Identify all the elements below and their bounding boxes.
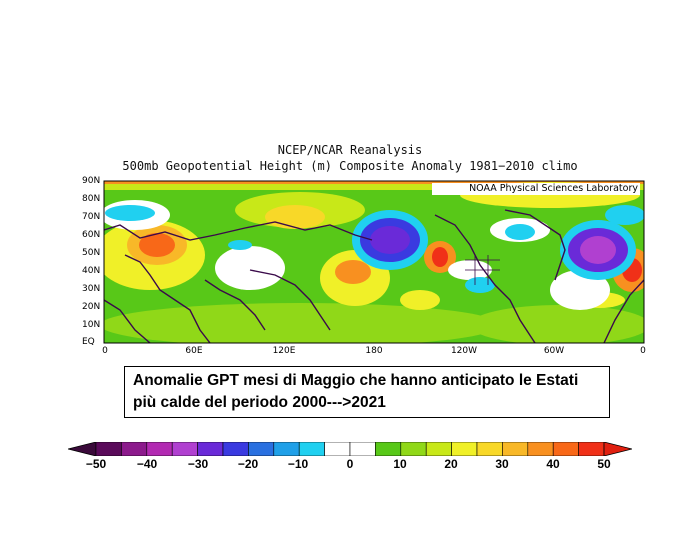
colorbar-label-10: 10 xyxy=(393,457,407,471)
colorbar-label-m30: −30 xyxy=(187,457,209,471)
lon-label-0-left: 0 xyxy=(102,346,108,356)
caption-line-1: Anomalie GPT mesi di Maggio che hanno an… xyxy=(133,372,579,389)
title-line-2: 500mb Geopotential Height (m) Composite … xyxy=(122,159,578,173)
credit-label: NOAA Physical Sciences Laboratory xyxy=(432,183,640,195)
lon-label-120e: 120E xyxy=(272,346,296,356)
caption-box: Anomalie GPT mesi di Maggio che hanno an… xyxy=(124,366,610,418)
colorbar-swatch xyxy=(298,442,325,456)
colorbar-swatch xyxy=(425,442,452,456)
caption-line-2: più calde del periodo 2000--->2021 xyxy=(133,394,386,411)
colorbar-swatch xyxy=(222,442,249,456)
lat-label-30n: 30N xyxy=(82,284,101,294)
anomaly-field xyxy=(104,181,644,343)
lon-label-0-right: 0 xyxy=(640,346,646,356)
colorbar-swatch xyxy=(349,442,376,456)
lat-label-40n: 40N xyxy=(82,266,101,276)
colorbar-label-40: 40 xyxy=(546,457,560,471)
lon-label-180: 180 xyxy=(365,346,383,356)
colorbar-swatch xyxy=(375,442,402,456)
colorbar-label-0: 0 xyxy=(346,457,354,471)
colorbar-arrow-left xyxy=(68,442,97,456)
colorbar-label-20: 20 xyxy=(444,457,458,471)
colorbar-swatch xyxy=(95,442,122,456)
colorbar-swatch xyxy=(324,442,351,456)
lat-label-80n: 80N xyxy=(82,194,101,204)
colorbar-label-m40: −40 xyxy=(136,457,158,471)
colorbar-swatch xyxy=(578,442,605,456)
colorbar-label-m50: −50 xyxy=(85,457,107,471)
lat-label-60n: 60N xyxy=(82,230,101,240)
colorbar-swatch xyxy=(502,442,529,456)
lon-label-120w: 120W xyxy=(450,346,478,356)
colorbar-label-m20: −20 xyxy=(237,457,259,471)
colorbar-label-m10: −10 xyxy=(287,457,309,471)
map-frame xyxy=(103,180,645,344)
colorbar-swatch xyxy=(476,442,503,456)
colorbar xyxy=(68,442,632,456)
colorbar-swatch xyxy=(171,442,198,456)
lon-label-60w: 60W xyxy=(543,346,565,356)
colorbar-swatch xyxy=(527,442,554,456)
colorbar-swatch xyxy=(121,442,148,456)
title-line-1: NCEP/NCAR Reanalysis xyxy=(277,143,423,157)
colorbar-swatch xyxy=(273,442,300,456)
lat-label-50n: 50N xyxy=(82,248,101,258)
colorbar-swatch xyxy=(197,442,224,456)
colorbar-swatch xyxy=(451,442,478,456)
lat-label-90n: 90N xyxy=(82,176,101,186)
lat-label-10n: 10N xyxy=(82,320,101,330)
colorbar-label-50: 50 xyxy=(597,457,611,471)
lat-label-eq: EQ xyxy=(82,337,95,347)
colorbar-arrow-right xyxy=(603,442,632,456)
colorbar-swatch xyxy=(552,442,579,456)
lat-label-70n: 70N xyxy=(82,212,101,222)
colorbar-label-30: 30 xyxy=(495,457,509,471)
colorbar-swatch xyxy=(248,442,275,456)
colorbar-swatch xyxy=(146,442,173,456)
lon-label-60e: 60E xyxy=(185,346,203,356)
lat-label-20n: 20N xyxy=(82,302,101,312)
colorbar-swatch xyxy=(400,442,427,456)
